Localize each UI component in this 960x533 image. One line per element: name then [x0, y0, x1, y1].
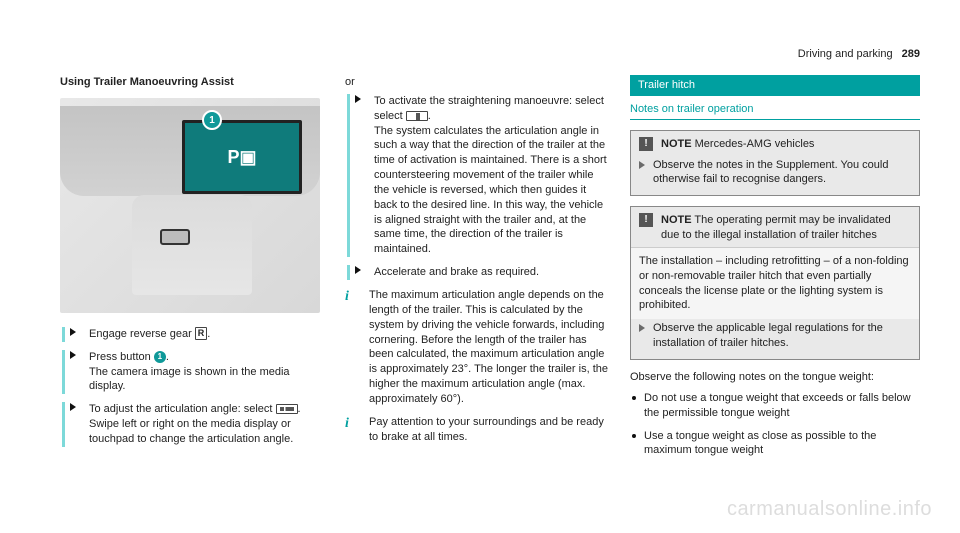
step-text: To activate the straightening manoeuvre:…	[374, 95, 604, 107]
note-label: NOTE	[661, 138, 692, 150]
list-item: Do not use a tongue weight that exceeds …	[630, 391, 920, 421]
step-text-post: .	[166, 351, 169, 363]
figure-dashboard: 1 P▣	[60, 98, 320, 313]
section-name: Driving and parking	[798, 48, 893, 60]
figure-callout-1: 1	[202, 110, 222, 130]
step-accelerate-brake: Accelerate and brake as required.	[345, 265, 610, 280]
step-arrow-icon	[70, 328, 76, 336]
step-accent-bar	[347, 94, 350, 257]
step-text-post: .	[428, 110, 431, 122]
step-accent-bar	[62, 327, 65, 342]
step-press-button: Press button 1. The camera image is show…	[60, 350, 325, 395]
note-label: NOTE	[661, 214, 692, 226]
step-text: To adjust the articulation angle: select	[89, 403, 276, 415]
warning-icon: !	[639, 213, 653, 227]
step-arrow-icon	[355, 266, 361, 274]
subsection-trailer-notes: Notes on trailer operation	[630, 102, 920, 120]
step-text-post: .	[207, 328, 210, 340]
step-text-post: .	[298, 403, 301, 415]
step-detail: Swipe left or right on the media display…	[89, 417, 325, 447]
parking-camera-icon: P▣	[227, 145, 256, 169]
page-header: Driving and parking 289	[798, 48, 920, 60]
watermark: carmanualsonline.info	[727, 498, 932, 521]
page-content: Using Trailer Manoeuvring Assist 1 P▣ En…	[0, 0, 960, 486]
info-surroundings: i Pay attention to your surroundings and…	[345, 415, 610, 445]
step-accent-bar	[347, 265, 350, 280]
straighten-icon	[406, 111, 428, 121]
column-1: Using Trailer Manoeuvring Assist 1 P▣ En…	[60, 75, 325, 466]
figure-media-screen: P▣	[182, 120, 302, 194]
step-detail: The system calculates the articulation a…	[374, 124, 610, 258]
note-step: Observe the applicable legal regulations…	[653, 321, 911, 351]
step-arrow-icon	[355, 95, 361, 103]
warning-icon: !	[639, 137, 653, 151]
or-label: or	[345, 75, 610, 90]
step-arrow-icon	[70, 403, 76, 411]
note-title: Mercedes-AMG vehicles	[692, 138, 815, 150]
note-operating-permit: ! NOTE The operating permit may be inval…	[630, 206, 920, 360]
section-trailer-hitch: Trailer hitch	[630, 75, 920, 96]
tongue-weight-list: Do not use a tongue weight that exceeds …	[630, 391, 920, 458]
gear-r-icon: R	[195, 327, 208, 340]
info-articulation-angle: i The maximum articulation angle depends…	[345, 288, 610, 407]
step-engage-reverse: Engage reverse gear R.	[60, 327, 325, 342]
step-arrow-icon	[639, 161, 645, 169]
figure-button-shape	[160, 229, 190, 245]
step-arrow-icon	[70, 351, 76, 359]
column-2: or To activate the straightening manoeuv…	[345, 75, 610, 466]
info-icon: i	[345, 288, 359, 302]
list-item: Use a tongue weight as close as possible…	[630, 429, 920, 459]
note-title: The operating permit may be invalidated …	[661, 214, 891, 241]
note-amg-vehicles: ! NOTE Mercedes-AMG vehicles Observe the…	[630, 130, 920, 197]
note-body: Observe the notes in the Supplement. You…	[653, 158, 911, 188]
callout-1-icon: 1	[154, 351, 166, 363]
observe-text: Observe the following notes on the tongu…	[630, 370, 920, 385]
step-accent-bar	[62, 402, 65, 447]
info-icon: i	[345, 415, 359, 429]
step-arrow-icon	[639, 324, 645, 332]
heading-trailer-assist: Using Trailer Manoeuvring Assist	[60, 75, 325, 90]
page-number: 289	[902, 48, 920, 60]
step-text: Engage reverse gear	[89, 328, 195, 340]
info-text: The maximum articulation angle depends o…	[369, 288, 610, 407]
step-text: Accelerate and brake as required.	[374, 266, 539, 278]
step-text: Press button	[89, 351, 154, 363]
column-3: Trailer hitch Notes on trailer operation…	[630, 75, 920, 466]
step-adjust-angle: To adjust the articulation angle: select…	[60, 402, 325, 447]
trailer-angle-icon	[276, 404, 298, 414]
figure-console-shape	[132, 195, 252, 295]
step-accent-bar	[62, 350, 65, 395]
step-detail: The camera image is shown in the media d…	[89, 365, 325, 395]
info-text: Pay attention to your surroundings and b…	[369, 415, 610, 445]
step-straightening: To activate the straightening manoeuvre:…	[345, 94, 610, 257]
note-body: The installation – including retrofittin…	[631, 247, 919, 319]
